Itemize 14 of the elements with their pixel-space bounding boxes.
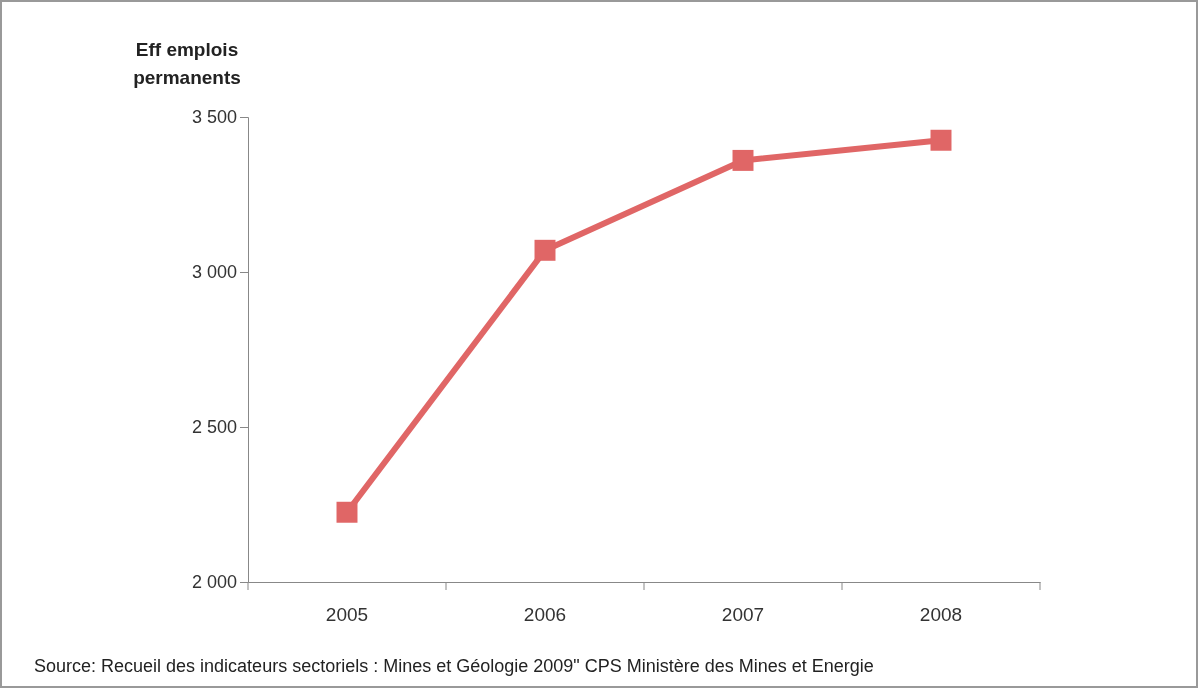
y-axis-title: Eff emplois permanents xyxy=(133,39,241,88)
x-tick-label: 2005 xyxy=(325,604,369,626)
point xyxy=(732,149,754,171)
y-tick-label: 3 000 xyxy=(191,262,237,283)
source-note: Source: Recueil des indicateurs sectoriels : Mines et Géologie 2009" CPS Ministère des Mines et Energie xyxy=(34,656,874,676)
point xyxy=(930,129,952,151)
point xyxy=(534,239,556,261)
x-tick-label: 2008 xyxy=(919,604,963,626)
y-tick-label: 3 500 xyxy=(191,107,237,128)
y-tick-label: 2 500 xyxy=(191,417,237,438)
x-tick-label: 2006 xyxy=(523,604,567,626)
point xyxy=(336,501,358,523)
x-tick-label: 2007 xyxy=(721,604,765,626)
y-tick-label: 2 000 xyxy=(191,572,237,593)
